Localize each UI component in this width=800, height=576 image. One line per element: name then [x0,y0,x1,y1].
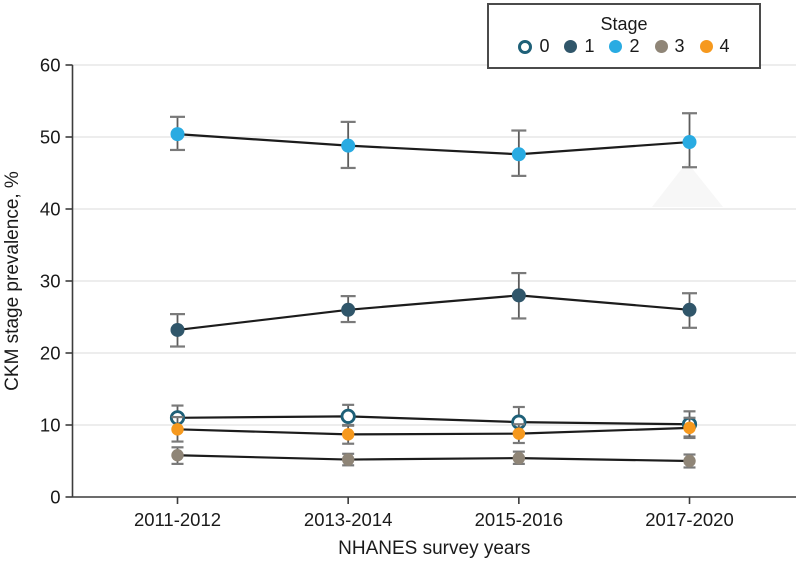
y-tick-label: 30 [40,271,61,292]
point-stage-2 [341,138,356,153]
legend-item-label: 2 [629,36,640,57]
series-line-stage-3 [177,454,690,463]
point-stage-1 [682,302,697,317]
legend-item-stage-3: 3 [654,36,685,57]
point-stage-0 [340,408,356,424]
legend-item-label: 1 [584,36,595,57]
x-axis-title: NHANES survey years [338,538,530,559]
legend-title: Stage [600,13,648,34]
legend-item-label: 0 [539,36,550,57]
x-tick-label: 2015-2016 [475,509,563,530]
y-tick-label: 0 [50,487,60,508]
point-stage-3 [171,449,184,462]
point-stage-4 [341,428,355,441]
point-stage-2 [511,147,526,162]
point-stage-1 [170,322,185,337]
point-stage-4 [683,421,696,435]
artifact-triangle [652,162,723,207]
x-tick-label: 2013-2014 [304,509,392,530]
legend-item-stage-0: 0 [518,36,549,57]
chart-legend: Stage 0 1 2 3 4 [487,3,761,69]
y-tick-label: 40 [40,199,61,220]
filled-circle-icon [699,40,713,54]
legend-item-stage-2: 2 [609,36,640,57]
legend-item-label: 3 [674,36,685,57]
legend-items: 0 1 2 3 4 [518,36,730,57]
legend-item-label: 4 [719,36,730,57]
y-tick-label: 20 [40,343,61,364]
point-stage-2 [682,135,697,150]
point-stage-3 [683,454,696,468]
point-stage-3 [512,451,526,465]
point-stage-4 [512,427,526,440]
y-axis-title: CKM stage prevalence, % [2,171,23,391]
series-line-stage-1 [177,294,690,332]
series-line-stage-0 [177,415,690,426]
y-tick-label: 10 [40,415,61,436]
point-stage-4 [171,423,184,436]
y-tick-label: 50 [40,127,61,148]
x-tick-label: 2011-2012 [134,509,221,530]
filled-circle-icon [654,40,668,54]
filled-circle-icon [609,40,623,54]
x-tick-label: 2017-2020 [645,509,733,530]
point-stage-2 [170,127,185,142]
y-tick-label: 60 [40,55,61,76]
series-line-stage-4 [177,426,690,436]
point-stage-3 [341,453,355,466]
open-circle-icon [518,39,533,54]
legend-item-stage-1: 1 [564,36,594,57]
legend-item-stage-4: 4 [699,36,730,57]
series-line-stage-2 [177,133,690,156]
point-stage-1 [341,302,356,317]
point-stage-1 [511,288,526,303]
filled-circle-icon [564,40,578,54]
